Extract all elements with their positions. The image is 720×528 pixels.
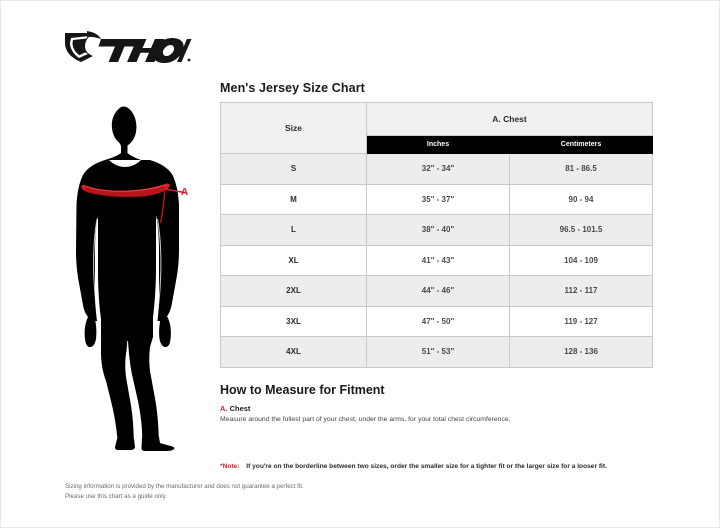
cell-centimeters: 104 - 109: [508, 244, 654, 276]
cell-inches: 47" - 50": [366, 305, 510, 337]
table-row: L 38" - 40" 96.5 - 101.5: [220, 214, 654, 246]
measure-item-heading: A. Chest: [220, 404, 250, 413]
footer-line-2: Please use this chart as a guide only.: [65, 492, 168, 500]
table-body: S 32" - 34" 81 - 86.5 M 35" - 37" 90 - 9…: [220, 153, 654, 368]
cell-centimeters: 112 - 117: [508, 275, 654, 307]
cell-size: S: [220, 153, 367, 185]
how-to-measure-title: How to Measure for Fitment: [220, 383, 385, 397]
table-subheader-row: Inches Centimeters: [221, 134, 654, 155]
page-title: Men's Jersey Size Chart: [220, 81, 365, 95]
note-label: *Note:: [220, 463, 240, 470]
cell-size: XL: [220, 244, 367, 276]
cell-centimeters: 128 - 136: [508, 336, 654, 368]
chest-measure-band: [81, 183, 188, 224]
header-inches: Inches: [366, 134, 510, 155]
measure-item-letter: A.: [220, 404, 228, 413]
measurement-callout-a: A: [181, 187, 189, 198]
measure-item-description: Measure around the fullest part of your …: [220, 416, 511, 423]
cell-inches: 32" - 34": [366, 153, 510, 185]
cell-size: L: [220, 214, 367, 246]
cell-size: 2XL: [220, 275, 367, 307]
table-row: 2XL 44" - 46" 112 - 117: [220, 275, 654, 307]
cell-inches: 51" - 53": [366, 336, 510, 368]
male-body-silhouette: [76, 106, 188, 451]
note-row: *Note: If you're on the borderline betwe…: [220, 463, 607, 470]
header-size: Size: [220, 102, 367, 154]
header-chest-group: A. Chest: [365, 102, 654, 136]
note-text: If you're on the borderline between two …: [246, 463, 607, 470]
measure-item-name: Chest: [229, 404, 251, 413]
cell-centimeters: 90 - 94: [508, 183, 654, 215]
thor-logo: [63, 29, 193, 67]
cell-centimeters: 119 - 127: [508, 305, 654, 337]
footer-disclaimer: Sizing information is provided by the ma…: [65, 482, 304, 502]
cell-size: 3XL: [220, 305, 367, 337]
cell-centimeters: 96.5 - 101.5: [508, 214, 654, 246]
cell-centimeters: 81 - 86.5: [508, 153, 654, 185]
footer-line-1: Sizing information is provided by the ma…: [65, 483, 304, 490]
cell-size: 4XL: [220, 336, 367, 368]
header-centimeters: Centimeters: [508, 134, 654, 155]
table-row: 4XL 51" - 53" 128 - 136: [220, 336, 654, 368]
size-chart-table: Size A. Chest Inches Centimeters S 32" -…: [220, 102, 654, 368]
table-row: S 32" - 34" 81 - 86.5: [220, 153, 654, 185]
cell-inches: 38" - 40": [366, 214, 510, 246]
cell-inches: 44" - 46": [366, 275, 510, 307]
table-row: M 35" - 37" 90 - 94: [220, 183, 654, 215]
table-header-row: Size A. Chest: [220, 102, 654, 154]
cell-inches: 35" - 37": [366, 183, 510, 215]
table-row: XL 41" - 43" 104 - 109: [220, 244, 654, 276]
body-figure: [61, 101, 211, 451]
thor-helmet-icon: [65, 31, 192, 63]
table-row: 3XL 47" - 50" 119 - 127: [220, 305, 654, 337]
cell-inches: 41" - 43": [366, 244, 510, 276]
cell-size: M: [220, 183, 367, 215]
